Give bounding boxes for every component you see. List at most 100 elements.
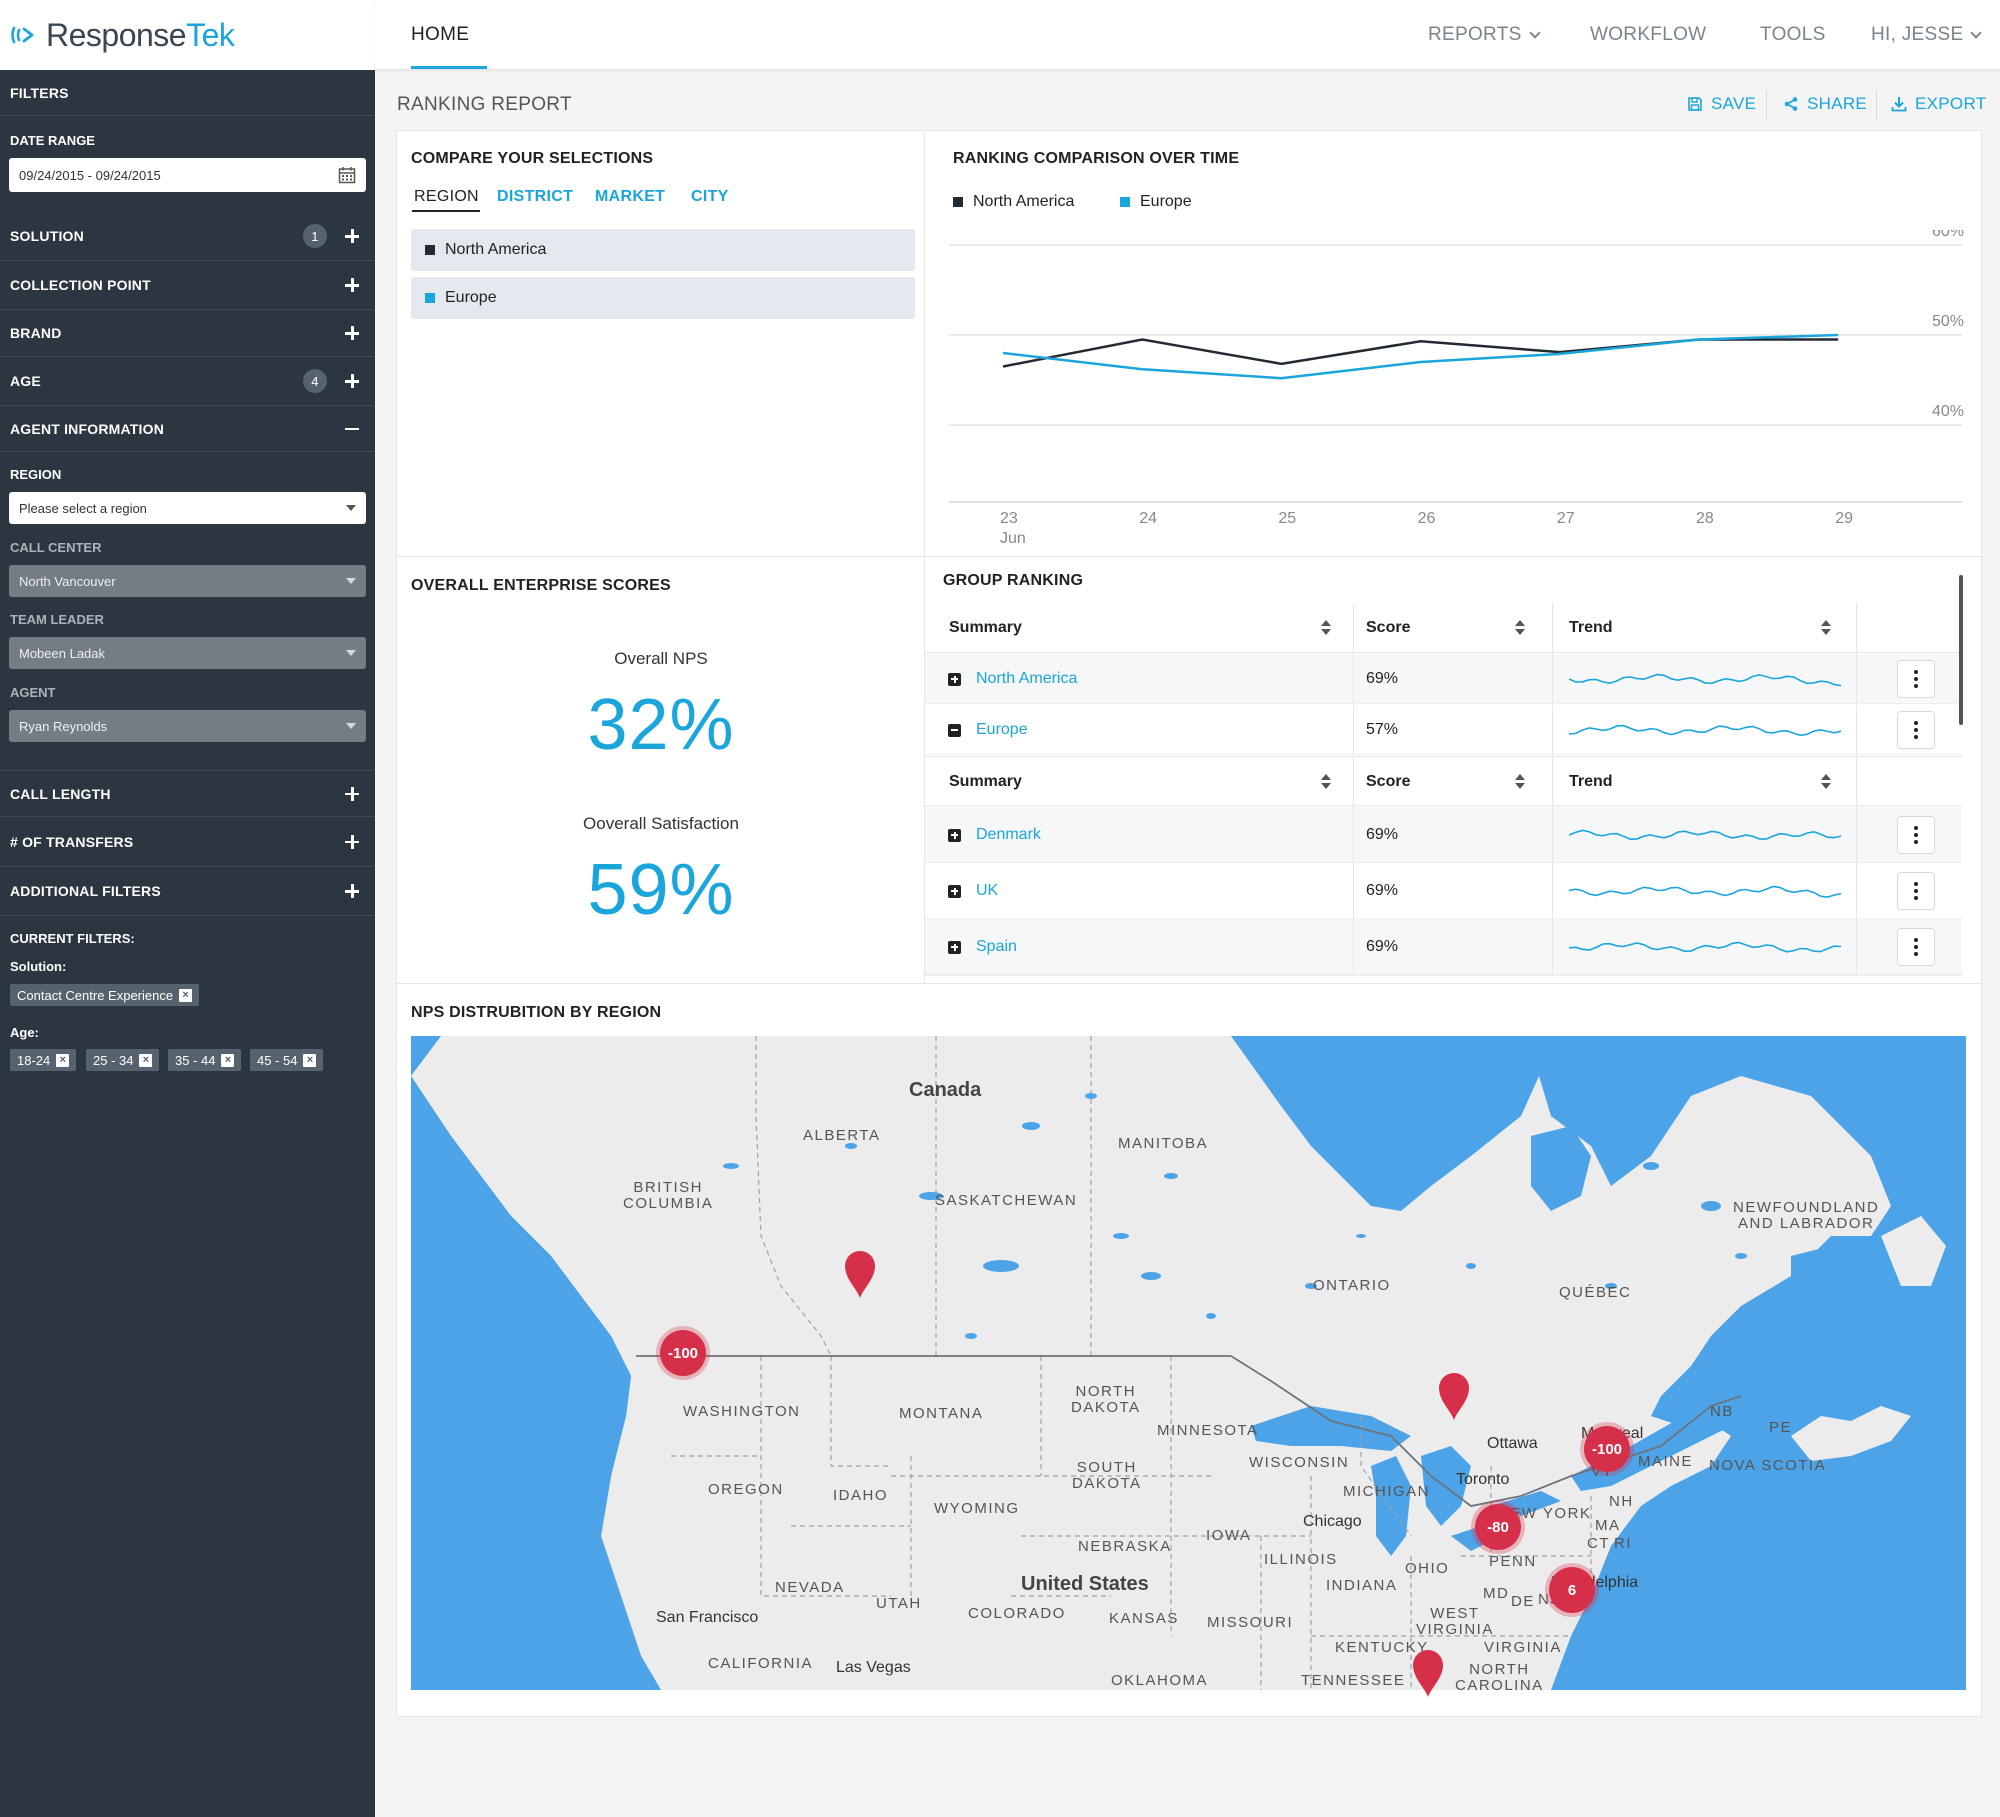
more-options-icon[interactable] (1897, 872, 1935, 910)
table-row[interactable]: Europe 57% (925, 705, 1962, 755)
column-header-summary[interactable]: Summary (949, 619, 1022, 636)
row-name[interactable]: UK (948, 863, 998, 919)
map-label-us: United States (1021, 1573, 1149, 1595)
map-pin-icon[interactable] (1437, 1371, 1471, 1421)
map-label: NEW YORK (1498, 1505, 1592, 1522)
tab-market[interactable]: MARKET (595, 188, 666, 205)
agent-select[interactable]: Ryan Reynolds (9, 710, 366, 742)
expand-plus-icon[interactable] (948, 940, 961, 954)
table-row[interactable]: UK 69% (925, 863, 1962, 919)
plus-icon[interactable] (345, 786, 359, 801)
more-options-icon[interactable] (1897, 816, 1935, 854)
plus-icon[interactable] (345, 229, 359, 243)
collapse-minus-icon[interactable] (948, 723, 961, 737)
save-button[interactable]: SAVE (1687, 94, 1756, 114)
tab-region[interactable]: REGION (414, 188, 479, 205)
region-select[interactable]: Please select a region (9, 492, 366, 524)
filter-transfers[interactable]: # OF TRANSFERS (0, 817, 375, 867)
sort-icon[interactable] (1821, 620, 1831, 636)
expand-plus-icon[interactable] (948, 884, 961, 898)
plus-icon[interactable] (345, 834, 359, 849)
expand-plus-icon[interactable] (948, 672, 961, 686)
export-button[interactable]: EXPORT (1891, 94, 1986, 114)
share-button[interactable]: SHARE (1783, 94, 1867, 114)
filter-chip-age[interactable]: 35 - 44 × (168, 1049, 242, 1071)
legend-europe[interactable]: Europe (1120, 193, 1192, 211)
selection-europe[interactable]: Europe (411, 277, 915, 319)
nav-tools[interactable]: TOOLS (1760, 24, 1826, 45)
map-pin-icon[interactable] (843, 1249, 877, 1299)
plus-icon[interactable] (345, 326, 359, 340)
sort-icon[interactable] (1515, 774, 1525, 790)
filter-age[interactable]: AGE 4 (0, 357, 375, 406)
nps-map[interactable]: Canada United States ALBERTA BRITISH COL… (411, 1036, 1966, 1697)
map-pin-icon[interactable] (1411, 1648, 1445, 1698)
filter-agent-information[interactable]: AGENT INFORMATION (0, 406, 375, 452)
tab-city[interactable]: CITY (691, 188, 729, 205)
minus-icon[interactable] (345, 422, 359, 436)
legend-north-america[interactable]: North America (953, 193, 1074, 211)
sort-icon[interactable] (1321, 620, 1331, 636)
tab-district[interactable]: DISTRICT (497, 188, 574, 205)
date-range-input[interactable]: 09/24/2015 - 09/24/2015 (9, 158, 366, 192)
call-center-select[interactable]: North Vancouver (9, 565, 366, 597)
close-icon[interactable]: × (221, 1053, 235, 1067)
close-icon[interactable]: × (139, 1053, 153, 1067)
table-row[interactable]: North America 69% (925, 654, 1962, 704)
nav-workflow[interactable]: WORKFLOW (1590, 24, 1707, 45)
table-row[interactable]: Denmark 69% (925, 807, 1962, 863)
filter-brand[interactable]: BRAND (0, 310, 375, 357)
filter-chip-age[interactable]: 45 - 54 × (250, 1049, 324, 1071)
plus-icon[interactable] (345, 278, 359, 292)
map-cluster-marker[interactable]: -100 (660, 1330, 706, 1376)
x-tick-label: 23 (1000, 510, 1018, 527)
row-name[interactable]: North America (948, 654, 1077, 704)
region-label: REGION (10, 467, 62, 482)
responsetek-logo-icon (11, 26, 34, 44)
map-cluster-marker[interactable]: 6 (1549, 1567, 1595, 1613)
sort-icon[interactable] (1515, 620, 1525, 636)
plus-icon[interactable] (345, 374, 359, 388)
sparkline-path (1569, 885, 1841, 899)
more-options-icon[interactable] (1897, 660, 1935, 698)
row-name[interactable]: Europe (948, 705, 1028, 755)
filter-chip-age[interactable]: 25 - 34 × (86, 1049, 160, 1071)
table-row[interactable]: Spain 69% (925, 919, 1962, 975)
plus-icon[interactable] (345, 884, 359, 898)
sort-icon[interactable] (1821, 774, 1831, 790)
column-header-summary[interactable]: Summary (949, 773, 1022, 790)
selection-north-america[interactable]: North America (411, 229, 915, 271)
nav-user-menu[interactable]: HI, JESSE (1871, 0, 1983, 70)
row-name[interactable]: Denmark (948, 807, 1041, 863)
more-options-icon[interactable] (1897, 711, 1935, 749)
row-score: 69% (1366, 826, 1399, 843)
filters-heading: FILTERS (0, 70, 375, 116)
filter-chip-solution[interactable]: Contact Centre Experience × (10, 984, 200, 1006)
map-city-label: Ottawa (1487, 1435, 1538, 1452)
filter-call-length[interactable]: CALL LENGTH (0, 770, 375, 817)
filter-collection-point[interactable]: COLLECTION POINT (0, 261, 375, 310)
close-icon[interactable]: × (179, 988, 193, 1002)
column-header-score[interactable]: Score (1366, 773, 1411, 790)
close-icon[interactable]: × (56, 1053, 70, 1067)
column-header-trend[interactable]: Trend (1569, 619, 1613, 636)
filter-additional[interactable]: ADDITIONAL FILTERS (0, 867, 375, 916)
more-options-icon[interactable] (1897, 928, 1935, 966)
logo[interactable]: ResponseTek (0, 0, 375, 70)
map-cluster-marker[interactable]: -80 (1475, 1504, 1521, 1550)
scrollbar[interactable] (1959, 575, 1963, 725)
close-icon[interactable]: × (303, 1053, 317, 1067)
column-header-trend[interactable]: Trend (1569, 773, 1613, 790)
nav-reports[interactable]: REPORTS (1428, 0, 1541, 70)
column-header-score[interactable]: Score (1366, 619, 1411, 636)
nav-home[interactable]: HOME (411, 24, 470, 45)
expand-plus-icon[interactable] (948, 828, 961, 842)
sort-icon[interactable] (1321, 774, 1331, 790)
filter-chip-age[interactable]: 18-24 × (10, 1049, 77, 1071)
filter-solution[interactable]: SOLUTION 1 (0, 212, 375, 261)
map-label: MD (1483, 1585, 1510, 1602)
row-name[interactable]: Spain (948, 919, 1017, 975)
team-leader-select[interactable]: Mobeen Ladak (9, 637, 366, 669)
map-cluster-marker[interactable]: -100 (1584, 1426, 1630, 1472)
calendar-icon[interactable] (338, 166, 356, 184)
